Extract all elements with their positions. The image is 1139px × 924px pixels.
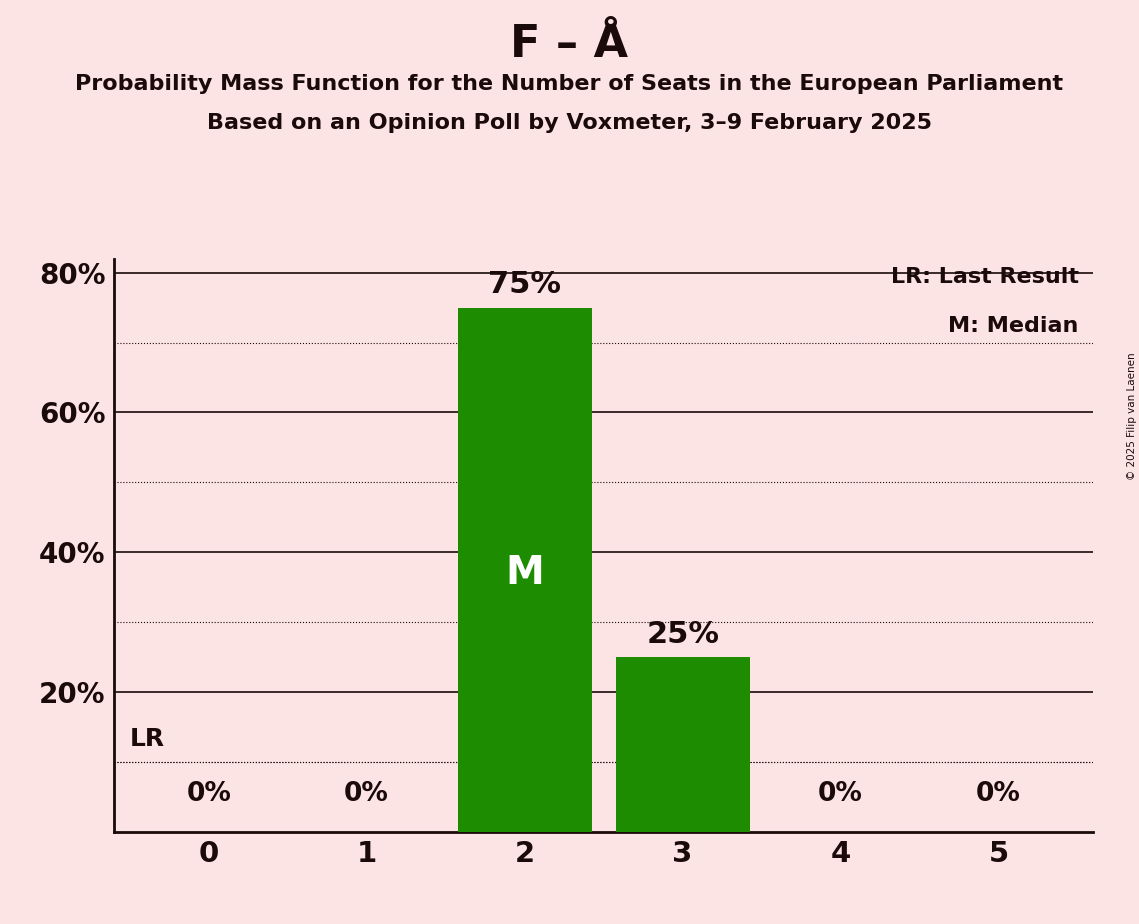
Text: LR: Last Result: LR: Last Result [891,267,1079,287]
Text: M: Median: M: Median [949,316,1079,336]
Text: M: M [506,554,544,592]
Text: 0%: 0% [818,781,863,808]
Text: 75%: 75% [489,270,562,299]
Text: LR: LR [130,727,165,751]
Text: © 2025 Filip van Laenen: © 2025 Filip van Laenen [1126,352,1137,480]
Bar [458,308,592,832]
Bar [615,657,749,832]
Text: Probability Mass Function for the Number of Seats in the European Parliament: Probability Mass Function for the Number… [75,74,1064,94]
Text: F – Å: F – Å [510,23,629,67]
Text: 0%: 0% [344,781,390,808]
Text: 0%: 0% [976,781,1021,808]
Text: 0%: 0% [187,781,231,808]
Text: 25%: 25% [646,620,719,649]
Text: Based on an Opinion Poll by Voxmeter, 3–9 February 2025: Based on an Opinion Poll by Voxmeter, 3–… [207,113,932,133]
